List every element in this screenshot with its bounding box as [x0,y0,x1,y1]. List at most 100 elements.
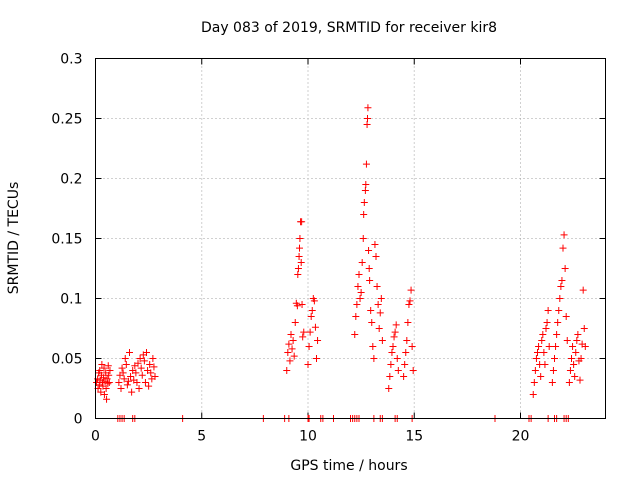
y-tick-label: 0 [74,412,83,428]
data-point [372,253,380,260]
data-point [314,337,322,344]
data-point [307,313,315,320]
data-point [126,349,133,356]
x-axis: 0 5 10 15 20 [91,58,530,445]
data-point [406,297,414,305]
data-point [530,379,538,386]
x-tick-label: 10 [299,429,317,445]
data-point [375,325,383,332]
data-point [373,283,381,290]
data-point [150,363,158,371]
data-point [98,361,106,368]
data-point [353,301,361,308]
data-point [134,359,142,367]
y-axis: 0 0.05 0.1 0.15 0.2 0.25 0.3 [51,52,606,428]
x-tick-label: 15 [405,429,423,445]
data-point [121,355,129,362]
data-point [308,307,316,314]
data-point [100,364,108,372]
data-point [293,302,301,310]
data-point [100,374,108,382]
data-point [352,313,360,320]
data-point [105,379,113,386]
data-point [404,319,412,326]
data-point [359,235,367,242]
y-tick-label: 0.15 [51,232,82,248]
y-axis-label: SRMTID / TECUs [6,182,22,295]
data-point [310,297,318,305]
data-point [133,379,141,386]
data-point [365,247,373,254]
data-point [393,355,401,362]
data-point [364,104,372,112]
data-point [574,331,582,338]
data-point [367,307,375,314]
data-point [369,343,377,350]
data-point [290,352,298,360]
data-point [531,367,539,374]
x-tick-label: 20 [512,429,530,445]
data-point [387,361,395,368]
data-point [136,355,144,362]
data-point [102,385,110,392]
data-point [355,271,363,278]
data-point [288,345,296,353]
plot-frame [95,58,606,419]
data-point [103,375,111,383]
data-point [540,349,548,356]
data-point [541,361,549,368]
data-point [285,340,293,348]
data-point [296,244,303,252]
data-point [294,271,302,278]
data-point [545,343,553,350]
data-point [298,301,306,308]
data-point [122,361,130,368]
data-point [295,253,303,260]
data-point [118,364,126,372]
data-point [385,385,393,392]
data-point [361,187,369,194]
data-point [145,382,153,390]
data-point [117,385,125,392]
data-point [362,181,370,188]
data-point [360,211,368,218]
data-point [360,199,368,206]
data-point [551,355,558,362]
data-point [306,328,314,336]
data-point [569,343,577,350]
data-point [362,160,370,168]
data-point [137,364,145,372]
x-tick-label: 5 [197,429,206,445]
data-point [294,265,302,272]
data-point [291,319,299,326]
data-point [559,244,567,252]
data-point [378,337,386,344]
data-point [287,331,295,338]
data-point [568,355,575,362]
grid [95,58,606,419]
data-point [544,307,552,314]
data-point [391,328,399,336]
data-point [104,380,112,388]
data-point [103,395,111,403]
data-point [538,337,546,344]
data-point [351,331,359,338]
data-point [358,259,366,266]
data-point [392,321,400,329]
data-point [543,319,551,326]
data-point [298,218,306,226]
data-point [570,361,578,368]
data-point [407,286,415,294]
data-point [149,355,157,362]
y-tick-label: 0.2 [60,172,82,188]
data-point [366,277,374,284]
data-point [555,307,563,314]
data-point [297,259,305,266]
data-point [579,286,587,294]
data-point [365,265,373,272]
data-point [119,369,127,377]
data-point [135,385,143,392]
data-point [313,355,320,362]
y-tick-label: 0.25 [51,112,82,128]
data-point [356,295,364,302]
